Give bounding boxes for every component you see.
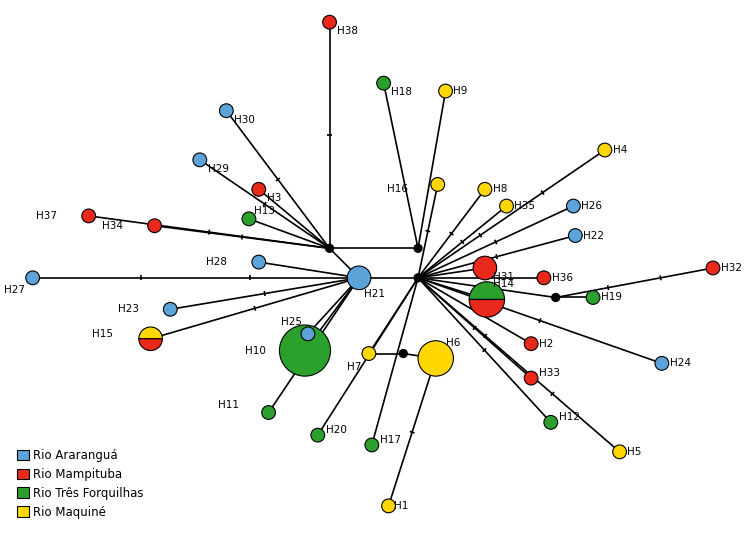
Circle shape — [566, 199, 580, 213]
Circle shape — [311, 428, 325, 442]
Text: H30: H30 — [234, 114, 255, 125]
Text: H4: H4 — [612, 145, 627, 155]
Circle shape — [220, 104, 233, 118]
Circle shape — [399, 349, 408, 357]
Wedge shape — [469, 282, 504, 300]
Circle shape — [326, 244, 334, 253]
Circle shape — [431, 178, 445, 192]
Circle shape — [193, 153, 206, 167]
Text: H10: H10 — [245, 346, 266, 356]
Text: H38: H38 — [337, 26, 358, 36]
Wedge shape — [139, 339, 162, 350]
Text: H37: H37 — [37, 211, 57, 221]
Text: H11: H11 — [218, 400, 239, 410]
Circle shape — [537, 271, 551, 285]
Circle shape — [706, 261, 720, 275]
Text: H33: H33 — [539, 368, 560, 378]
Circle shape — [163, 302, 177, 316]
Circle shape — [418, 341, 454, 376]
Circle shape — [252, 182, 266, 196]
Circle shape — [414, 274, 422, 282]
Circle shape — [524, 337, 538, 350]
Circle shape — [414, 244, 422, 253]
Text: H18: H18 — [392, 87, 413, 97]
Text: H36: H36 — [552, 273, 573, 283]
Circle shape — [612, 445, 627, 458]
Text: H23: H23 — [118, 304, 139, 314]
Circle shape — [552, 294, 559, 301]
Text: H7: H7 — [346, 362, 361, 372]
Text: H25: H25 — [281, 317, 302, 327]
Circle shape — [473, 256, 497, 280]
Circle shape — [598, 143, 612, 157]
Circle shape — [242, 212, 256, 226]
Text: H22: H22 — [583, 231, 604, 241]
Circle shape — [478, 182, 492, 196]
Text: H17: H17 — [380, 435, 401, 445]
Circle shape — [323, 16, 337, 29]
Text: H16: H16 — [387, 185, 408, 194]
Circle shape — [26, 271, 39, 285]
Circle shape — [439, 84, 452, 98]
Circle shape — [544, 416, 558, 429]
Text: H14: H14 — [492, 279, 514, 289]
Text: H5: H5 — [627, 447, 642, 457]
Text: H13: H13 — [254, 206, 275, 216]
Text: H8: H8 — [492, 185, 507, 194]
Circle shape — [261, 406, 276, 419]
Circle shape — [524, 371, 538, 385]
Text: H20: H20 — [326, 425, 346, 435]
Text: H2: H2 — [539, 339, 554, 349]
Text: H24: H24 — [670, 358, 691, 369]
Circle shape — [279, 325, 331, 376]
Text: H27: H27 — [4, 285, 25, 295]
Text: H9: H9 — [454, 86, 468, 96]
Text: H6: H6 — [446, 338, 460, 348]
Circle shape — [301, 327, 315, 341]
Text: H35: H35 — [514, 201, 536, 211]
Text: H3: H3 — [267, 193, 281, 203]
Circle shape — [586, 291, 600, 304]
Circle shape — [82, 209, 95, 223]
Circle shape — [381, 499, 396, 513]
Circle shape — [252, 255, 266, 269]
Circle shape — [362, 347, 375, 361]
Circle shape — [500, 199, 513, 213]
Text: H21: H21 — [364, 288, 385, 299]
Wedge shape — [139, 327, 162, 339]
Text: H32: H32 — [721, 263, 742, 273]
Text: H28: H28 — [206, 257, 227, 267]
Circle shape — [568, 228, 583, 242]
Circle shape — [377, 77, 390, 90]
Circle shape — [148, 219, 162, 233]
Text: H19: H19 — [601, 293, 622, 302]
Text: H34: H34 — [102, 221, 123, 231]
Text: H26: H26 — [581, 201, 602, 211]
Text: H29: H29 — [208, 164, 229, 174]
Circle shape — [347, 266, 371, 289]
Wedge shape — [469, 300, 504, 317]
Text: H15: H15 — [92, 329, 113, 339]
Text: H31: H31 — [492, 272, 514, 282]
Text: H1: H1 — [394, 501, 409, 511]
Legend: Rio Araranguá, Rio Mampituba, Rio Três Forquilhas, Rio Maquiné: Rio Araranguá, Rio Mampituba, Rio Três F… — [11, 443, 150, 525]
Circle shape — [655, 356, 669, 370]
Circle shape — [365, 438, 378, 452]
Text: H12: H12 — [559, 412, 580, 423]
